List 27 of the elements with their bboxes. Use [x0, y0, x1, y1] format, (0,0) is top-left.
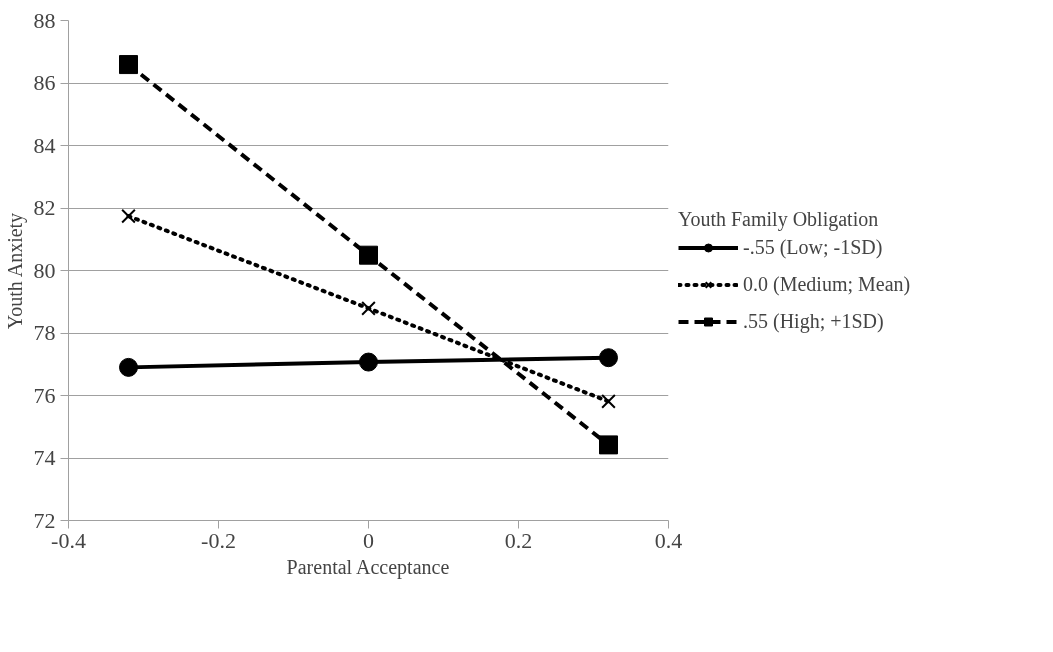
y-tick-label: 84 — [33, 132, 56, 158]
point — [359, 352, 378, 372]
legend-title: Youth Family Obligation — [678, 207, 880, 231]
y-tick-label: 80 — [33, 257, 56, 283]
legend-label: .55 (High; +1SD) — [743, 309, 884, 333]
point — [361, 300, 376, 316]
y-tick-label: 86 — [33, 70, 56, 95]
x-tick-label: 0.4 — [654, 527, 683, 553]
point — [359, 245, 378, 265]
y-tick-label: 76 — [33, 382, 56, 408]
y-tick-label: 74 — [33, 445, 56, 470]
point — [601, 394, 616, 409]
y-tick-label: 82 — [33, 195, 56, 220]
x-tick-label: 0 — [363, 527, 374, 553]
point — [599, 348, 618, 368]
legend-label: -.55 (Low; -1SD) — [743, 235, 883, 259]
point — [121, 208, 136, 224]
x-axis-title: Parental Acceptance — [286, 555, 450, 579]
y-tick-label: 88 — [33, 7, 56, 33]
x-tick-label: 0.2 — [504, 527, 533, 553]
y-axis-title: Youth Anxiety — [3, 212, 27, 330]
y-tick-label: 78 — [33, 320, 56, 345]
x-tick-label: -0.2 — [201, 527, 236, 553]
point — [119, 357, 138, 377]
legend-label: 0.0 (Medium; Mean) — [743, 272, 911, 296]
point — [119, 55, 138, 75]
point — [599, 435, 618, 455]
